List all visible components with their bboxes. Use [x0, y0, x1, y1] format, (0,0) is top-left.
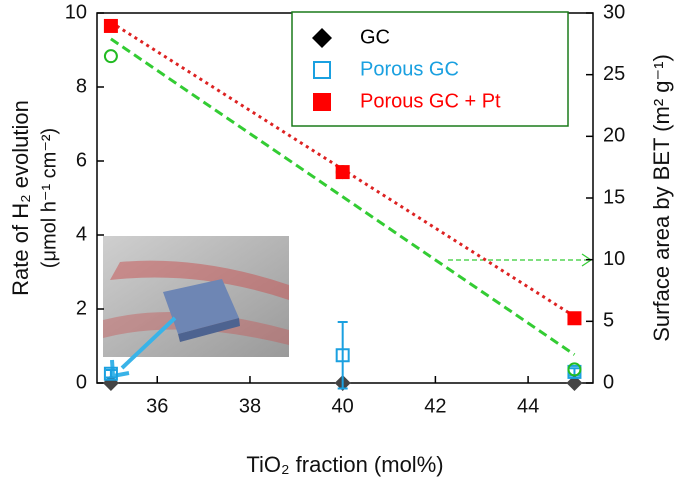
legend-marker [312, 28, 332, 48]
x-axis-label: TiO₂ fraction (mol%) [246, 452, 443, 477]
trend-line [110, 37, 576, 356]
y2-tick-label: 30 [603, 1, 625, 23]
inset-arrow [110, 316, 177, 379]
y-tick-label: 0 [76, 371, 87, 393]
y2-tick-label: 25 [603, 63, 625, 85]
y-tick-label: 8 [76, 75, 87, 97]
marker [103, 366, 118, 381]
marker [103, 18, 118, 33]
marker [335, 165, 350, 180]
marker [567, 362, 582, 377]
x-tick-label: 38 [239, 395, 261, 417]
error-bar [105, 369, 116, 379]
error-bar [337, 320, 348, 390]
y-tick-label: 4 [76, 223, 87, 245]
y-tick-label: 10 [65, 1, 87, 23]
legend-label: GC [360, 26, 390, 48]
y2-tick-label: 10 [603, 248, 625, 270]
y2-axis-label: Surface area by BET (m² g⁻¹) [649, 54, 674, 342]
y2-tick-label: 20 [603, 125, 625, 147]
y-tick-label: 6 [76, 149, 87, 171]
legend-label: Porous GC [360, 58, 459, 80]
x-tick-label: 42 [424, 395, 446, 417]
y-tick-label: 2 [76, 297, 87, 319]
marker [566, 375, 583, 391]
axis-arrow [448, 253, 593, 267]
marker [567, 311, 582, 326]
y-axis-label: (μmol h⁻¹ cm⁻²) [38, 128, 60, 268]
y-axis-label: Rate of H₂ evolution [8, 100, 33, 296]
y2-tick-label: 5 [603, 310, 614, 332]
marker [335, 348, 350, 363]
x-tick-label: 40 [332, 395, 354, 417]
y2-tick-label: 15 [603, 186, 625, 208]
inset-photo [103, 236, 289, 357]
y2-tick-label: 0 [603, 371, 614, 393]
legend-marker [313, 61, 331, 79]
x-tick-label: 44 [517, 395, 539, 417]
legend-label: Porous GC + Pt [360, 90, 501, 112]
legend-marker [313, 93, 331, 111]
x-tick-label: 36 [146, 395, 168, 417]
legend-box [291, 11, 569, 127]
marker [103, 49, 118, 64]
